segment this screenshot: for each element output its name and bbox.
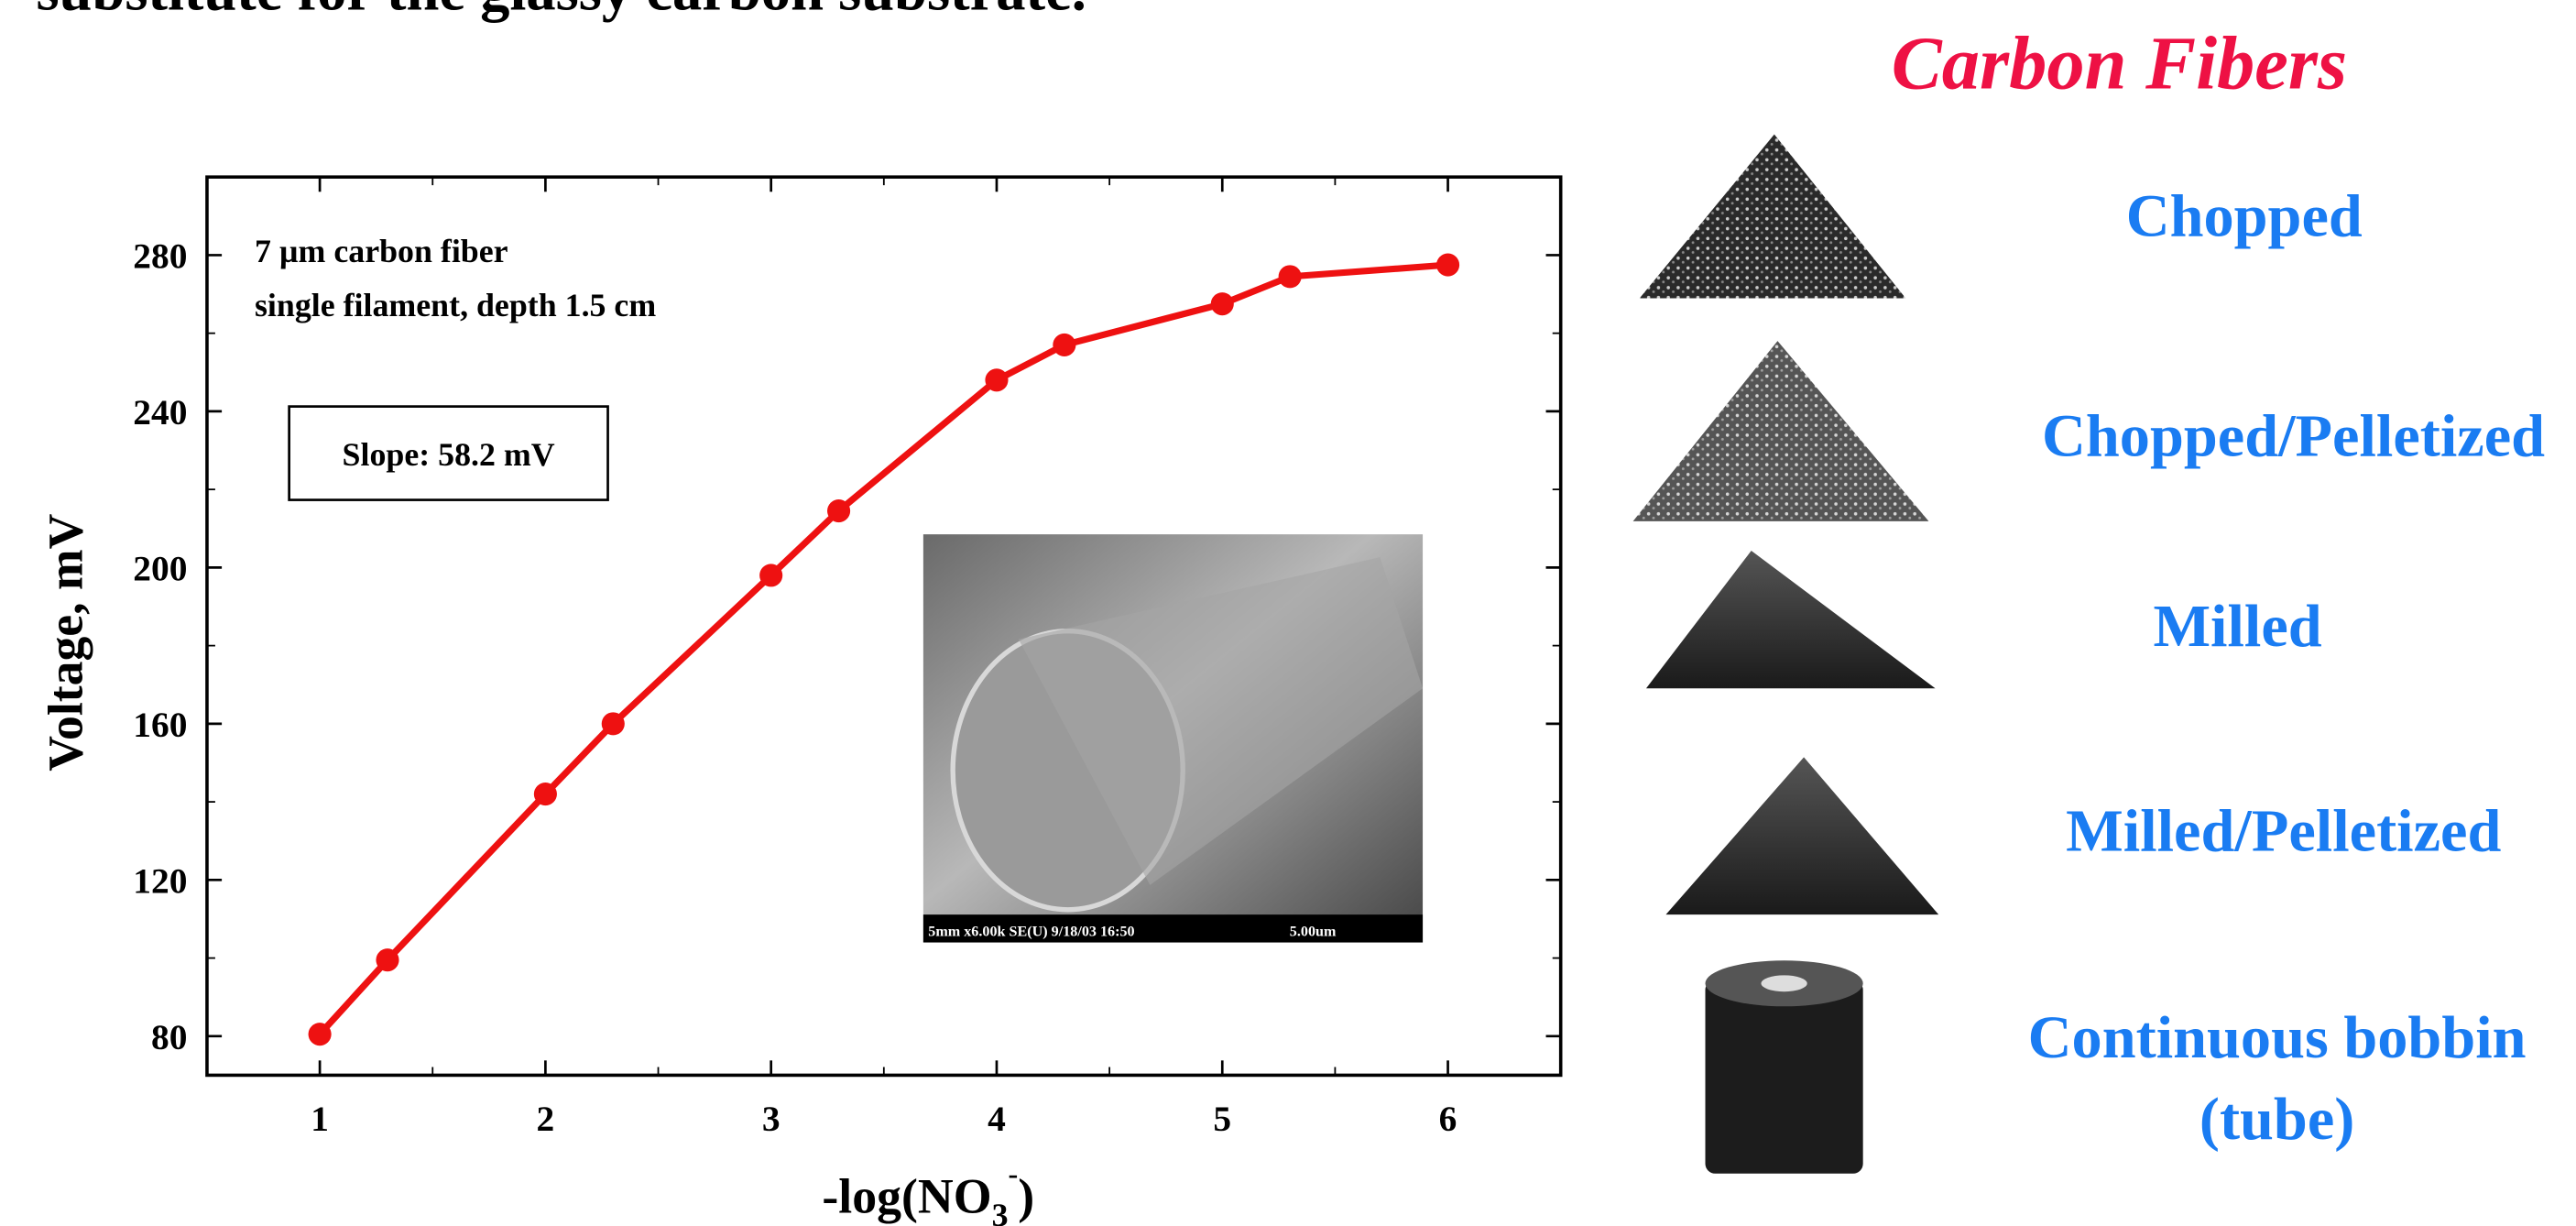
- panel-item: Continuous bobbin: [2028, 1004, 2527, 1071]
- y-tick-label: 120: [133, 861, 187, 902]
- header-title: substitute for the glassy carbon substra…: [36, 0, 1086, 23]
- sem-scale: 5.00um: [1290, 924, 1337, 939]
- data-point: [534, 783, 557, 805]
- x-tick-label: 2: [537, 1099, 555, 1139]
- data-point: [1211, 292, 1234, 315]
- x-tick-label: 3: [762, 1099, 780, 1139]
- x-label-end: ): [1018, 1169, 1034, 1224]
- sem-inset: 5mm x6.00k SE(U) 9/18/03 16:50 5.00um: [923, 534, 1423, 942]
- y-axis-label: Voltage, mV: [38, 513, 93, 771]
- y-tick-label: 280: [133, 236, 187, 277]
- y-tick-label: 240: [133, 392, 187, 432]
- data-point: [1053, 334, 1075, 356]
- annotation: 7 µm carbon fiber: [255, 233, 508, 269]
- data-point: [1279, 265, 1302, 288]
- panel-item: (tube): [2199, 1086, 2354, 1153]
- panel-item: Chopped/Pelletized: [2042, 402, 2545, 469]
- x-label-main: -log(NO: [822, 1169, 991, 1224]
- x-tick-label: 5: [1213, 1099, 1231, 1139]
- x-label-sup: -: [1009, 1157, 1019, 1190]
- slide: substitute for the glassy carbon substra…: [0, 0, 2576, 1226]
- data-point: [309, 1023, 332, 1045]
- pelletized-pile: [1633, 341, 1929, 521]
- bobbin-core: [1761, 975, 1806, 991]
- bobbin-body: [1706, 980, 1863, 1174]
- data-point: [759, 564, 782, 586]
- y-tick-label: 80: [151, 1017, 187, 1057]
- data-point: [1436, 254, 1459, 277]
- x-tick-label: 1: [311, 1099, 329, 1139]
- x-label-sub: 3: [992, 1197, 1009, 1226]
- data-point: [827, 499, 850, 522]
- chopped-pile: [1640, 135, 1906, 299]
- panel-item: Milled: [2153, 593, 2321, 660]
- bobbin: [1706, 960, 1863, 1174]
- panel-title: Carbon Fibers: [1892, 22, 2347, 105]
- milled-pile: [1646, 551, 1936, 688]
- data-point: [602, 712, 625, 735]
- y-tick-label: 200: [133, 549, 187, 589]
- panel-item: Chopped: [2126, 183, 2363, 250]
- page: { "header": {"title": "substitute for th…: [0, 0, 2576, 1226]
- annotation: single filament, depth 1.5 cm: [255, 287, 656, 323]
- data-point: [376, 948, 398, 971]
- milled-pelletized-pile: [1665, 757, 1938, 914]
- x-tick-label: 4: [988, 1099, 1006, 1139]
- x-axis-label: -log(NO3-): [822, 1157, 1034, 1226]
- panel-item: Milled/Pelletized: [2066, 797, 2501, 864]
- y-tick-label: 160: [133, 705, 187, 745]
- x-tick-label: 6: [1439, 1099, 1457, 1139]
- sem-caption: 5mm x6.00k SE(U) 9/18/03 16:50: [928, 924, 1134, 939]
- data-point: [985, 368, 1008, 391]
- slope-label: Slope: 58.2 mV: [343, 436, 555, 473]
